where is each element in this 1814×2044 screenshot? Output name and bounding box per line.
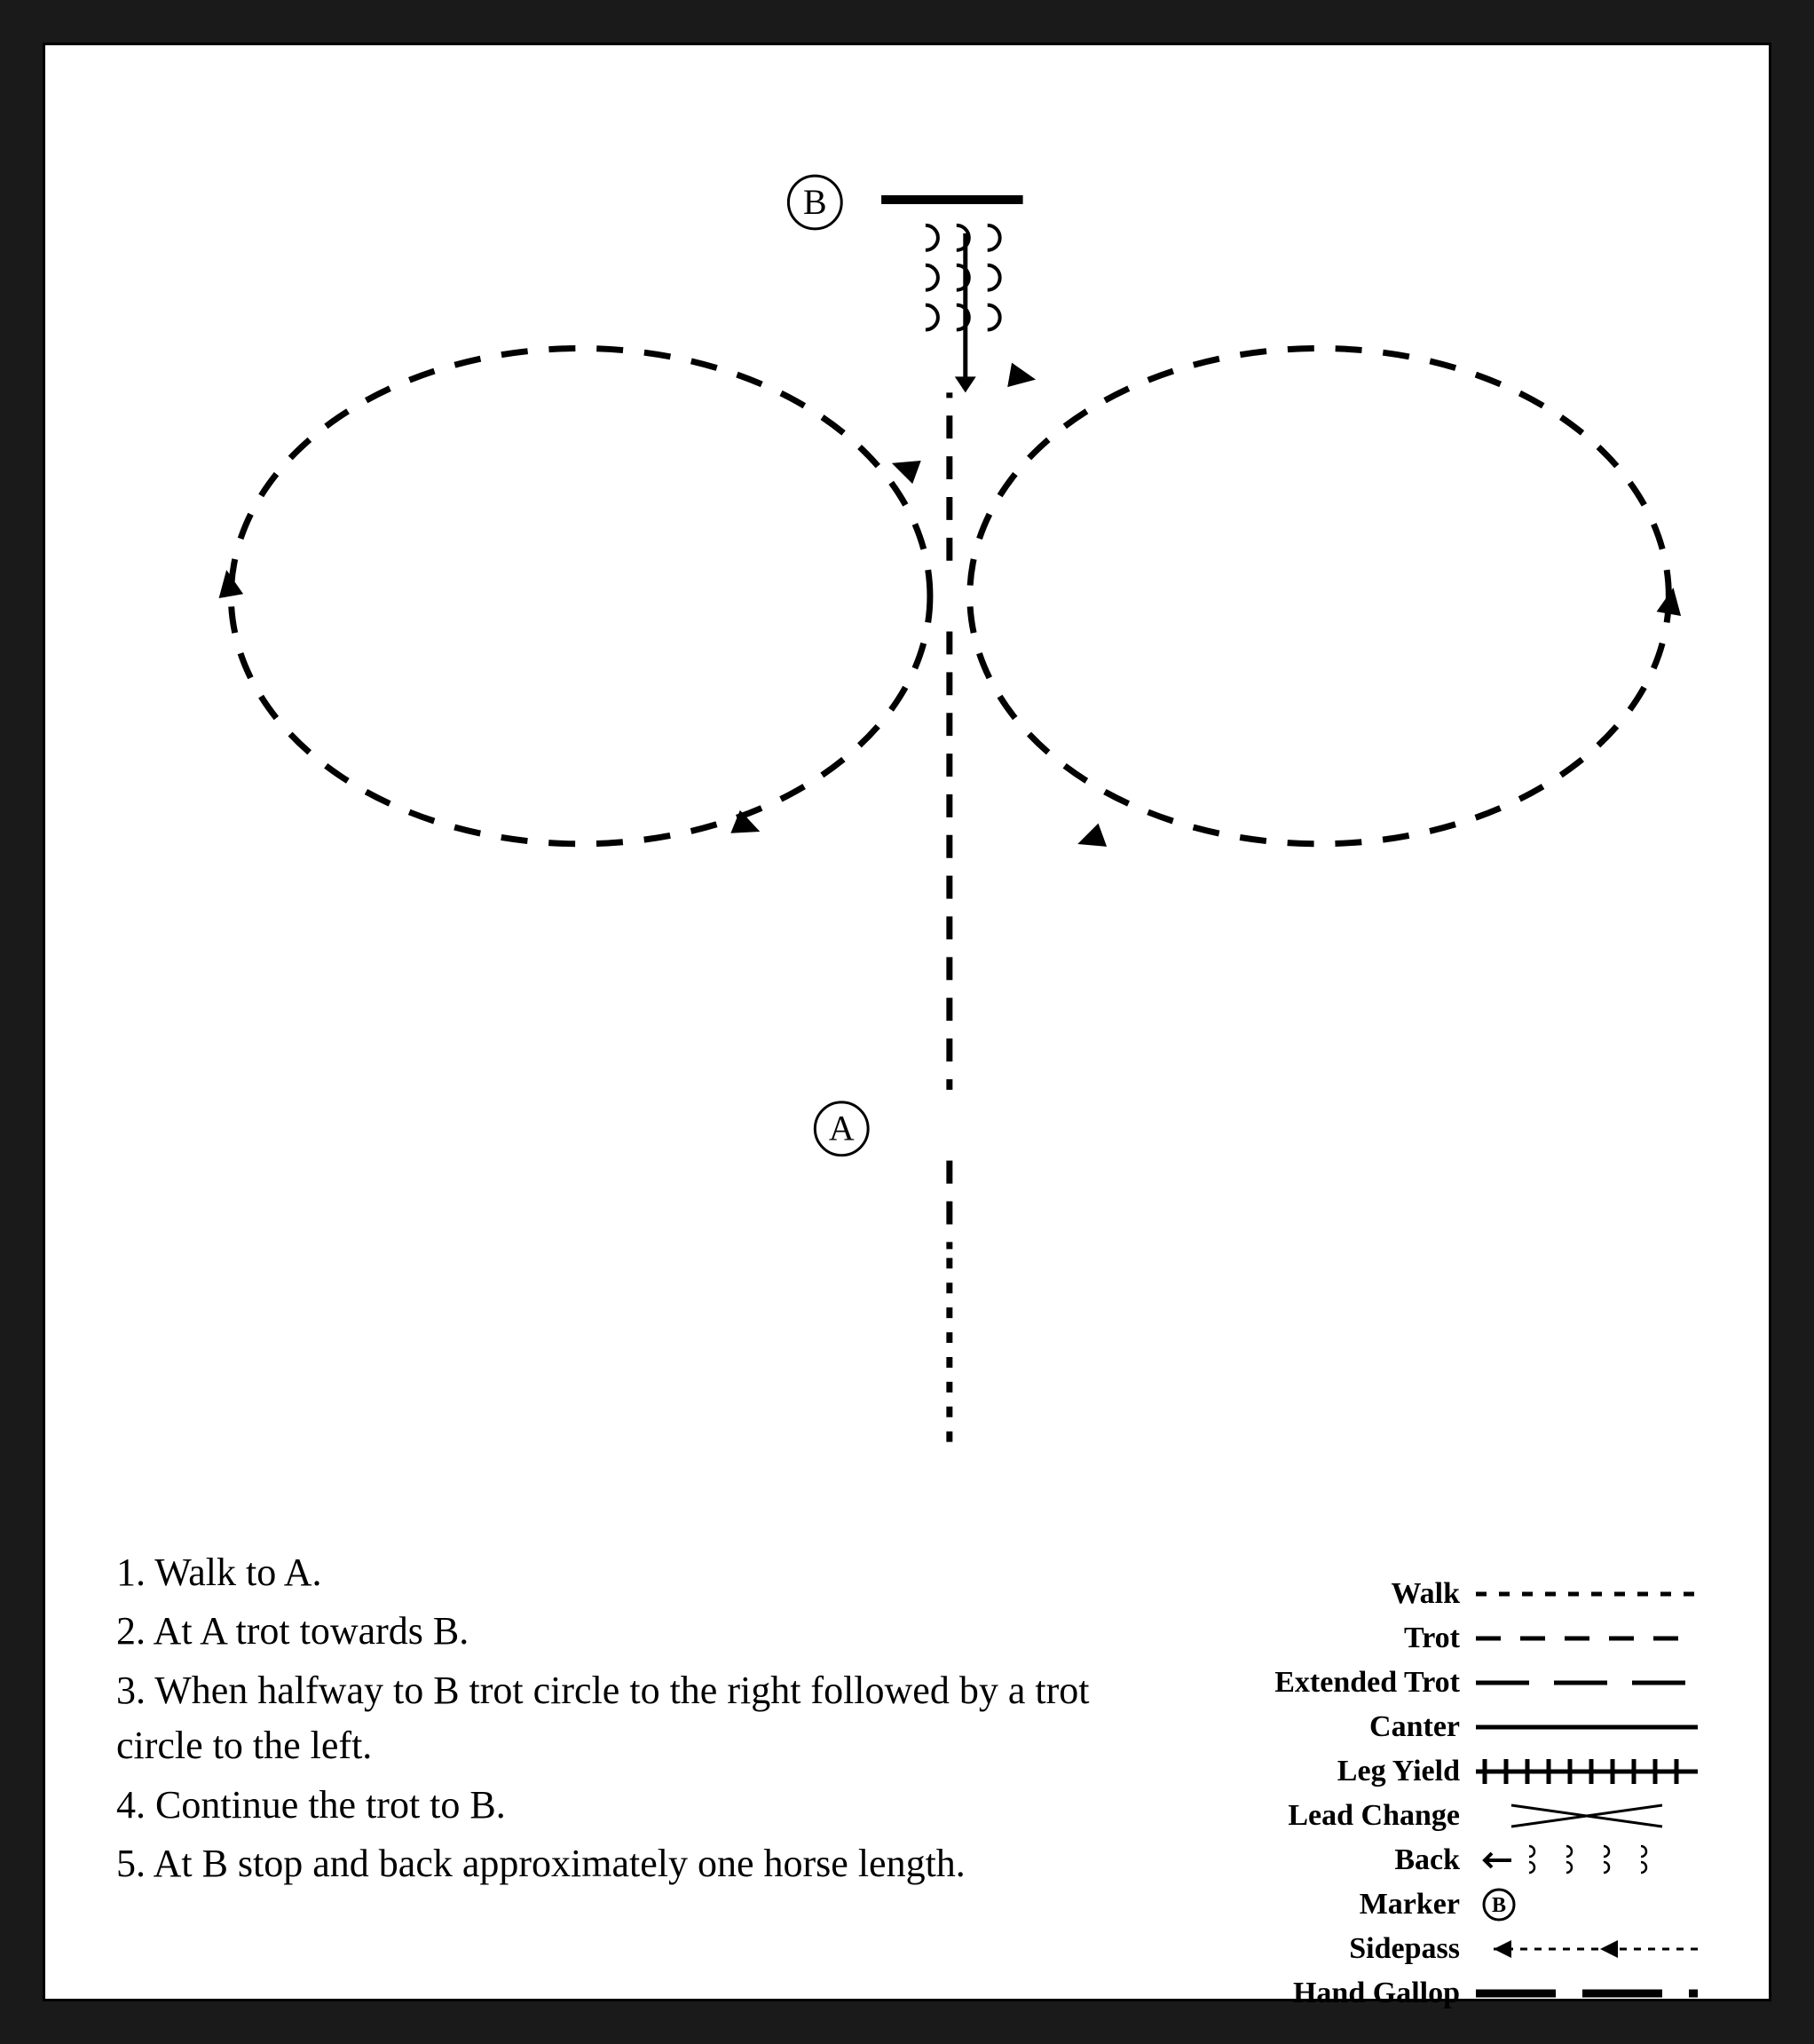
pattern-diagram: BA xyxy=(45,45,1769,1510)
legend-label: Hand Gallop xyxy=(1293,1977,1476,2010)
legend-swatch-leg_yield xyxy=(1476,1754,1707,1789)
legend-label: Canter xyxy=(1369,1710,1476,1744)
svg-text:B: B xyxy=(803,182,827,222)
legend-row-leg_yield: Leg Yield xyxy=(1210,1749,1707,1794)
instruction-step: 1. Walk to A. xyxy=(116,1545,1092,1600)
legend-row-trot: Trot xyxy=(1210,1616,1707,1661)
legend-label: Walk xyxy=(1392,1577,1476,1611)
instructions-list: 1. Walk to A.2. At A trot towards B.3. W… xyxy=(116,1545,1092,1896)
legend: Walk Trot Extended Trot Canter Leg Yield Lead… xyxy=(1210,1572,1707,2016)
legend-swatch-hand_gallop xyxy=(1476,1976,1707,2011)
legend-label: Back xyxy=(1394,1843,1476,1877)
legend-swatch-marker: B xyxy=(1476,1887,1707,1922)
legend-row-back: Back xyxy=(1210,1838,1707,1882)
legend-swatch-back xyxy=(1476,1843,1707,1878)
legend-row-hand_gallop: Hand Gallop xyxy=(1210,1971,1707,2016)
legend-label: Leg Yield xyxy=(1337,1755,1476,1788)
legend-row-walk: Walk xyxy=(1210,1572,1707,1616)
instruction-step: 4. Continue the trot to B. xyxy=(116,1778,1092,1833)
legend-label: Trot xyxy=(1404,1622,1476,1655)
instruction-step: 5. At B stop and back approximately one … xyxy=(116,1836,1092,1891)
legend-row-canter: Canter xyxy=(1210,1705,1707,1749)
legend-swatch-ext_trot xyxy=(1476,1665,1707,1701)
legend-row-lead_change: Lead Change xyxy=(1210,1794,1707,1838)
legend-label: Extended Trot xyxy=(1274,1666,1476,1700)
page: BA 1. Walk to A.2. At A trot towards B.3… xyxy=(43,43,1771,2001)
legend-row-ext_trot: Extended Trot xyxy=(1210,1661,1707,1705)
svg-text:B: B xyxy=(1492,1894,1506,1917)
legend-label: Sidepass xyxy=(1349,1932,1476,1966)
legend-row-marker: Marker B xyxy=(1210,1882,1707,1927)
legend-swatch-trot xyxy=(1476,1621,1707,1656)
legend-swatch-walk xyxy=(1476,1576,1707,1612)
legend-row-sidepass: Sidepass xyxy=(1210,1927,1707,1971)
legend-label: Marker xyxy=(1360,1888,1476,1922)
legend-swatch-lead_change xyxy=(1476,1798,1707,1834)
page-frame: BA 1. Walk to A.2. At A trot towards B.3… xyxy=(0,0,1814,2044)
diagram-svg: BA xyxy=(45,45,1769,1510)
instruction-step: 3. When halfway to B trot circle to the … xyxy=(116,1663,1092,1774)
legend-swatch-sidepass xyxy=(1476,1931,1707,1967)
svg-text:A: A xyxy=(829,1109,855,1148)
instruction-step: 2. At A trot towards B. xyxy=(116,1604,1092,1659)
legend-label: Lead Change xyxy=(1288,1799,1476,1833)
legend-swatch-canter xyxy=(1476,1709,1707,1745)
